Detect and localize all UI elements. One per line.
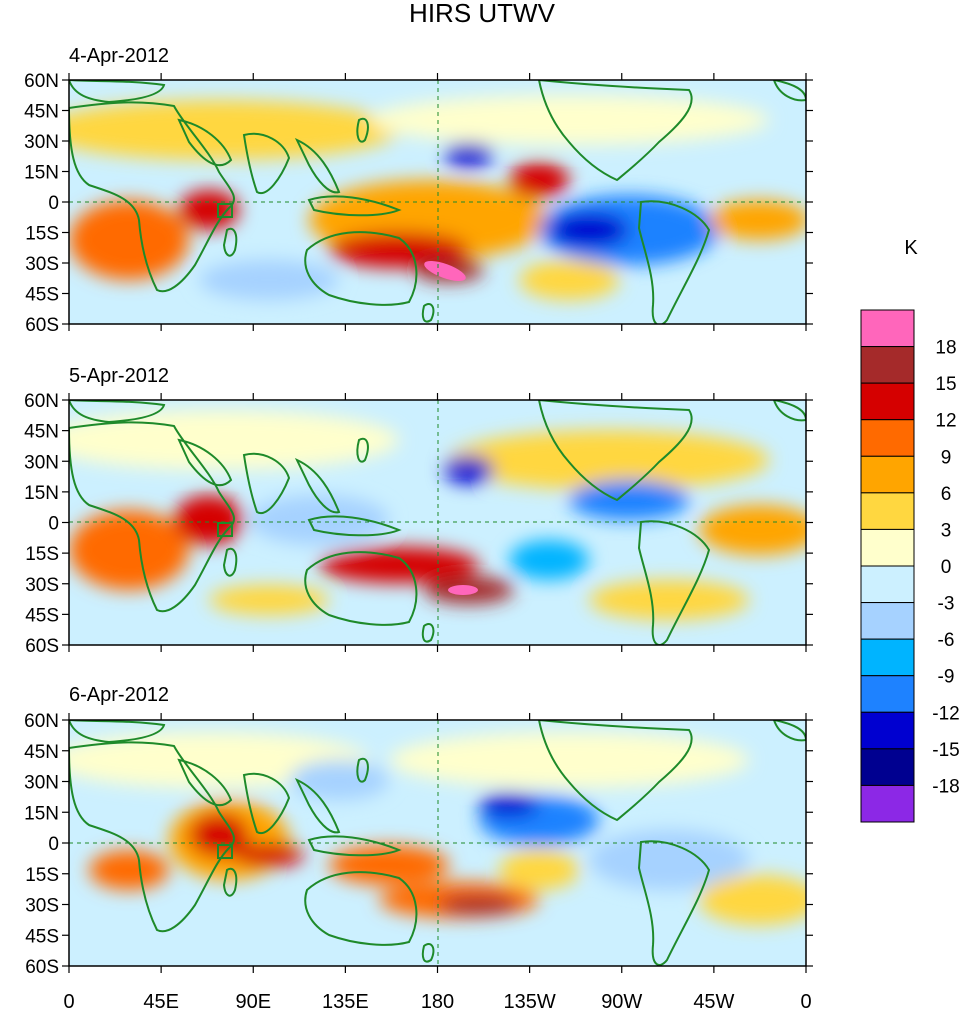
lat-tick-label: 0 — [48, 514, 59, 535]
figure-title: HIRS UTWV — [409, 0, 556, 28]
lat-tick-label: 30S — [25, 896, 59, 917]
lat-tick-label: 60N — [24, 71, 59, 92]
colorbar-tick-label: -15 — [932, 740, 959, 761]
colorbar-swatch — [860, 711, 915, 750]
colorbar-swatch — [860, 784, 915, 823]
lat-tick-label: 45N — [24, 102, 59, 123]
lat-tick-label: 45N — [24, 422, 59, 443]
colorbar-swatch — [860, 419, 915, 457]
colorbar-tick-label: 9 — [941, 447, 952, 468]
colorbar-swatch — [860, 565, 915, 604]
lat-tick-label: 60S — [25, 957, 59, 978]
lat-tick-label: 15N — [24, 483, 59, 504]
lat-tick-label: 45S — [25, 605, 59, 626]
lat-tick-label: 60N — [24, 391, 59, 412]
lat-tick-label: 30S — [25, 575, 59, 596]
lon-tick-label: 45E — [143, 991, 179, 1013]
lat-tick-label: 0 — [48, 193, 59, 214]
colorbar-tick-label: 12 — [935, 411, 956, 432]
anomaly-field — [69, 80, 806, 324]
lon-tick-label: 45W — [693, 991, 734, 1013]
colorbar-tick-label: 3 — [941, 520, 952, 541]
colorbar-swatch — [860, 346, 915, 384]
lon-tick-label: 180 — [421, 991, 454, 1013]
panel-date-label: 5-Apr-2012 — [69, 365, 169, 387]
colorbar-tick-label: 15 — [935, 374, 956, 395]
lat-tick-label: 15S — [25, 224, 59, 245]
colorbar-tick-label: -6 — [938, 630, 955, 651]
lat-tick-label: 45N — [24, 742, 59, 763]
map-panel-5-apr: 5-Apr-2012 — [68, 365, 807, 646]
anomaly-field — [69, 400, 806, 645]
lat-tick-label: 30N — [24, 452, 59, 473]
colorbar-swatch — [860, 382, 915, 421]
colorbar-tick-label: 18 — [935, 338, 956, 359]
colorbar-swatch — [860, 492, 915, 530]
lat-tick-label: 15N — [24, 163, 59, 184]
colorbar-swatch — [860, 602, 915, 640]
lat-tick-label: 45S — [25, 285, 59, 306]
lat-tick-label: 45S — [25, 926, 59, 947]
panel-date-label: 4-Apr-2012 — [69, 45, 169, 67]
lat-tick-label: 60N — [24, 711, 59, 732]
lat-tick-label: 15S — [25, 544, 59, 565]
lat-tick-label: 60S — [25, 636, 59, 657]
anomaly-field — [69, 720, 806, 966]
colorbar-swatch — [860, 748, 915, 786]
lat-tick-label: 15S — [25, 865, 59, 886]
colorbar-tick-label: 6 — [941, 484, 952, 505]
colorbar-tick-label: -3 — [938, 594, 955, 615]
lat-tick-label: 60S — [25, 315, 59, 336]
colorbar-swatch — [860, 638, 915, 677]
colorbar-swatch — [860, 528, 915, 567]
lat-tick-label: 30N — [24, 132, 59, 153]
lat-tick-label: 30N — [24, 773, 59, 794]
axes: 60N 45N 30N 15N 0 15S 30S 45S 60S 60N 45N 30N 15N 0 15… — [24, 71, 813, 1013]
lon-tick-label: 0 — [800, 991, 811, 1013]
map-panel-4-apr: 4-Apr-2012 — [68, 45, 807, 325]
lon-tick-label: 90E — [235, 991, 271, 1013]
colorbar: K 18 15 12 9 6 3 0 -3 -6 -9 -12 -15 -18 — [860, 237, 960, 823]
lat-tick-label: 0 — [48, 834, 59, 855]
lon-tick-label: 0 — [63, 991, 74, 1013]
lon-tick-label: 90W — [601, 991, 642, 1013]
map-panel-6-apr: 6-Apr-2012 — [68, 684, 807, 967]
colorbar-tick-label: 0 — [941, 557, 952, 578]
lon-tick-label: 135W — [504, 991, 556, 1013]
lon-tick-label: 135E — [322, 991, 369, 1013]
colorbar-tick-label: -12 — [932, 703, 959, 724]
colorbar-swatch — [860, 455, 915, 494]
colorbar-tick-label: -18 — [932, 776, 959, 797]
colorbar-unit-label: K — [904, 237, 918, 259]
lat-tick-label: 15N — [24, 803, 59, 824]
lat-tick-label: 30S — [25, 254, 59, 275]
colorbar-swatch — [860, 675, 915, 713]
colorbar-tick-label: -9 — [938, 667, 955, 688]
panel-date-label: 6-Apr-2012 — [69, 684, 169, 706]
colorbar-swatch — [860, 309, 915, 348]
